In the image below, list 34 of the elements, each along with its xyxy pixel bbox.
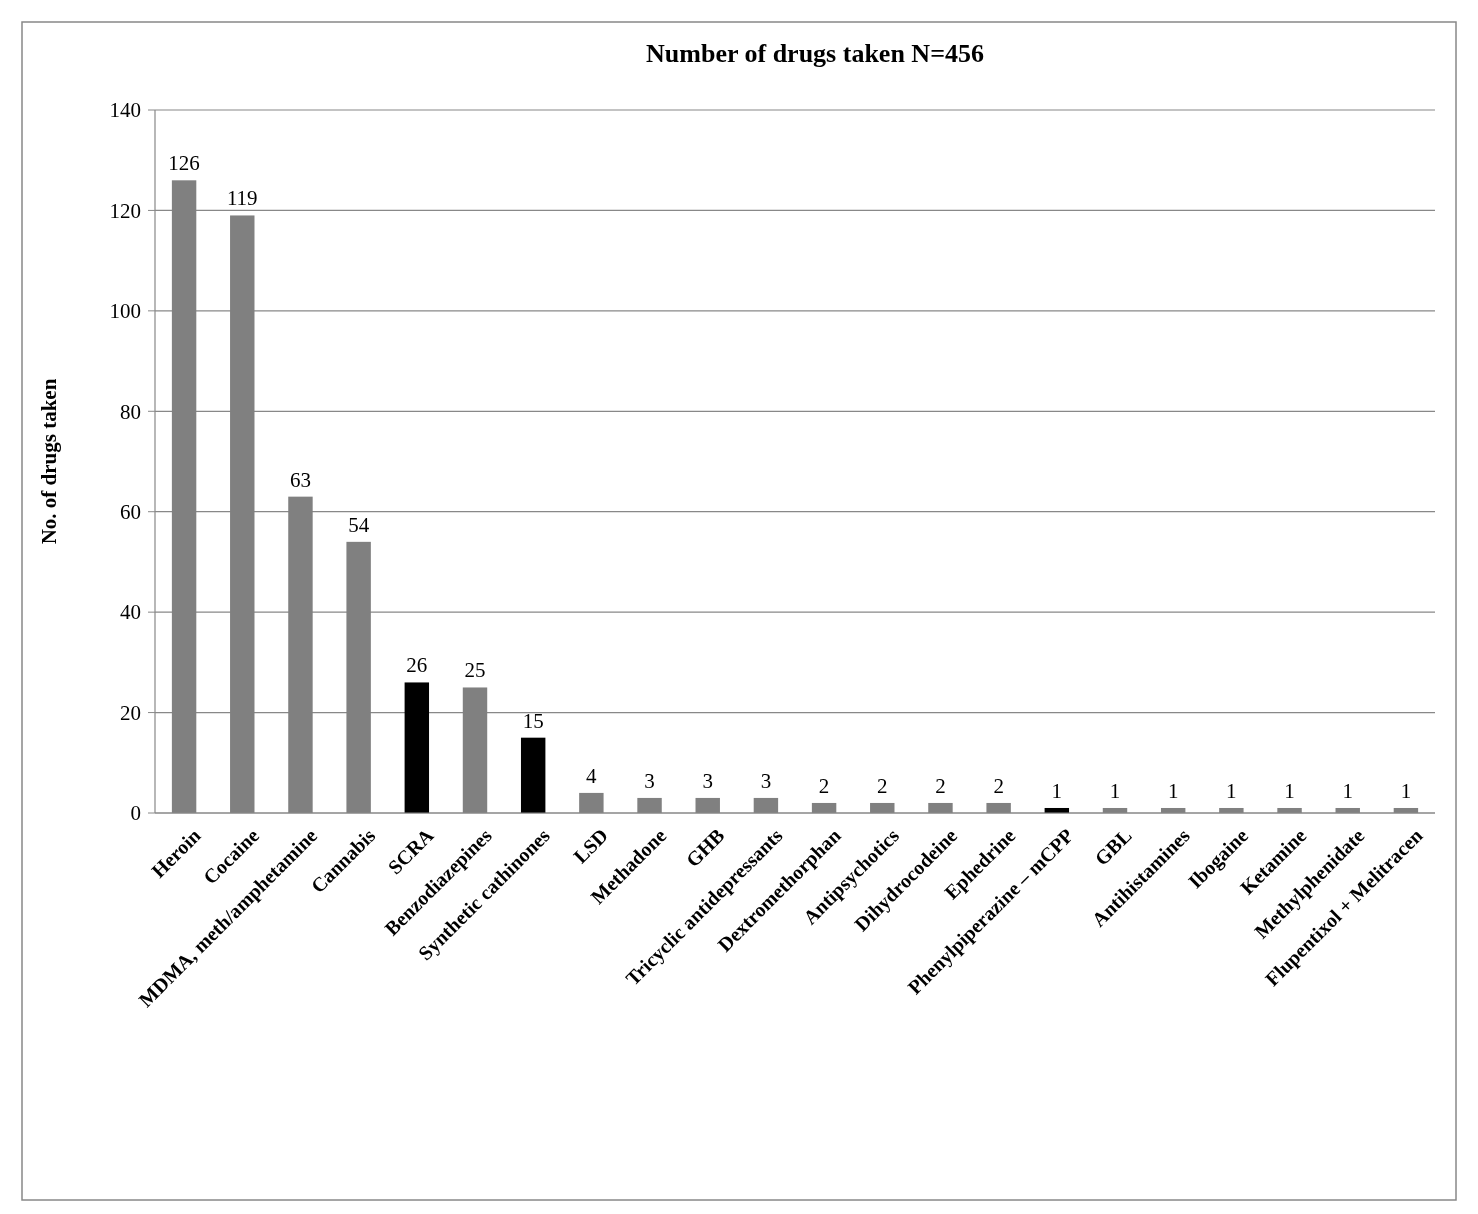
data-label: 126 bbox=[168, 151, 200, 176]
data-label: 1 bbox=[1051, 778, 1063, 803]
data-label: 1 bbox=[1284, 778, 1295, 803]
data-label: 54 bbox=[348, 512, 370, 537]
y-tick-label: 0 bbox=[130, 801, 141, 826]
y-axis-title: No. of drugs taken bbox=[37, 378, 61, 545]
y-tick-label: 100 bbox=[109, 299, 141, 324]
y-tick-label: 20 bbox=[120, 700, 141, 725]
data-label: 3 bbox=[760, 768, 772, 793]
data-label: 63 bbox=[289, 467, 311, 492]
data-label: 2 bbox=[993, 773, 1004, 798]
y-tick-label: 120 bbox=[109, 198, 141, 223]
bar bbox=[404, 682, 430, 813]
y-tick-label: 80 bbox=[120, 399, 141, 424]
y-tick-label: 60 bbox=[120, 500, 141, 525]
data-label: 1 bbox=[1109, 778, 1121, 803]
bar bbox=[520, 737, 546, 813]
y-tick-label: 140 bbox=[109, 98, 141, 123]
data-label: 119 bbox=[226, 186, 258, 211]
data-label: 1 bbox=[1400, 778, 1412, 803]
data-label: 2 bbox=[818, 773, 830, 798]
chart-title: Number of drugs taken N=456 bbox=[646, 39, 984, 68]
y-tick-label: 40 bbox=[120, 600, 141, 625]
data-label: 4 bbox=[586, 763, 598, 788]
data-label: 1 bbox=[1167, 778, 1179, 803]
data-label: 26 bbox=[406, 653, 428, 678]
data-label: 25 bbox=[464, 658, 486, 683]
data-label: 1 bbox=[1342, 778, 1353, 803]
data-label: 3 bbox=[702, 768, 713, 793]
data-label: 15 bbox=[522, 708, 544, 733]
data-label: 1 bbox=[1226, 778, 1237, 803]
data-label: 2 bbox=[935, 773, 946, 798]
data-label: 3 bbox=[644, 768, 655, 793]
data-label: 2 bbox=[877, 773, 888, 798]
